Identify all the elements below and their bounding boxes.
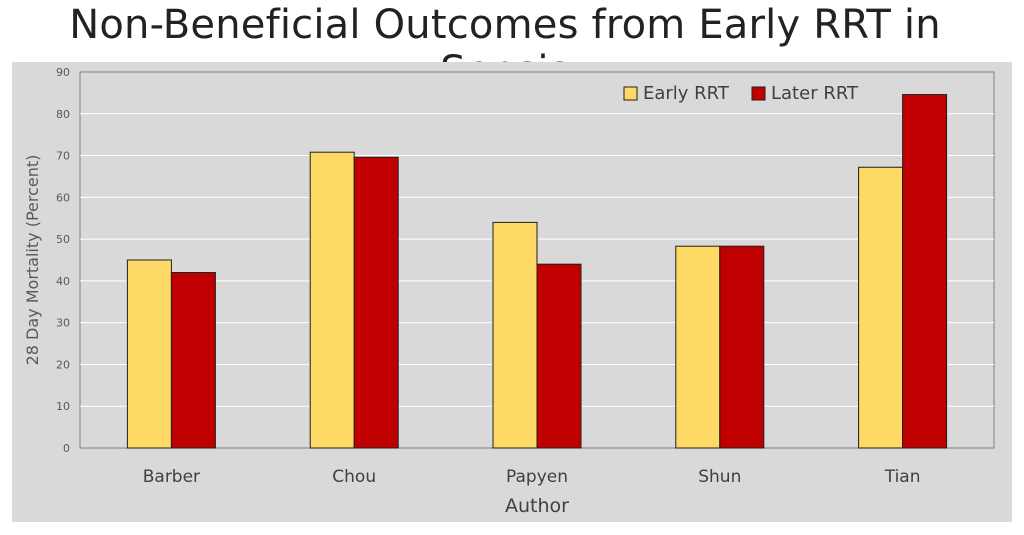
x-tick-label: Papyen (506, 467, 568, 487)
legend-swatch-later-rrt (751, 86, 766, 101)
bar-chart: 0 10 20 30 40 50 60 70 80 90 Barber Chou Papyen Shun T… (23, 66, 995, 517)
chart-area: 0 10 20 30 40 50 60 70 80 90 Barber Chou Papyen Shun T… (12, 62, 1012, 522)
y-tick-label: 10 (56, 400, 70, 413)
bar-later-rrt-papyen (536, 263, 582, 449)
x-tick-label: Tian (884, 467, 921, 487)
bar-later-rrt-shun (719, 245, 765, 449)
x-axis-title: Author (505, 495, 569, 517)
bar-early-rrt-barber (126, 259, 172, 449)
bar-later-rrt-tian (902, 94, 948, 449)
bar-early-rrt-papyen (492, 221, 538, 449)
legend-label-early-rrt: Early RRT (643, 83, 730, 104)
y-tick-label: 90 (56, 66, 70, 79)
y-axis-title: 28 Day Mortality (Percent) (23, 155, 42, 366)
legend-swatch-early-rrt (623, 86, 638, 101)
y-tick-label: 40 (56, 275, 70, 288)
bar-early-rrt-shun (675, 245, 721, 449)
y-tick-label: 60 (56, 191, 70, 204)
legend-label-later-rrt: Later RRT (771, 83, 859, 104)
x-tick-label: Chou (332, 467, 376, 487)
y-tick-label: 30 (56, 317, 70, 330)
bar-early-rrt-tian (858, 166, 904, 449)
bar-later-rrt-barber (170, 272, 216, 449)
bar-early-rrt-chou (309, 151, 355, 449)
bar-later-rrt-chou (353, 156, 399, 449)
y-tick-label: 80 (56, 108, 70, 121)
y-tick-label: 20 (56, 358, 70, 371)
y-tick-label: 0 (63, 442, 70, 455)
y-tick-label: 70 (56, 150, 70, 163)
x-tick-label: Shun (698, 467, 741, 487)
y-tick-label: 50 (56, 233, 70, 246)
x-tick-label: Barber (143, 467, 200, 487)
